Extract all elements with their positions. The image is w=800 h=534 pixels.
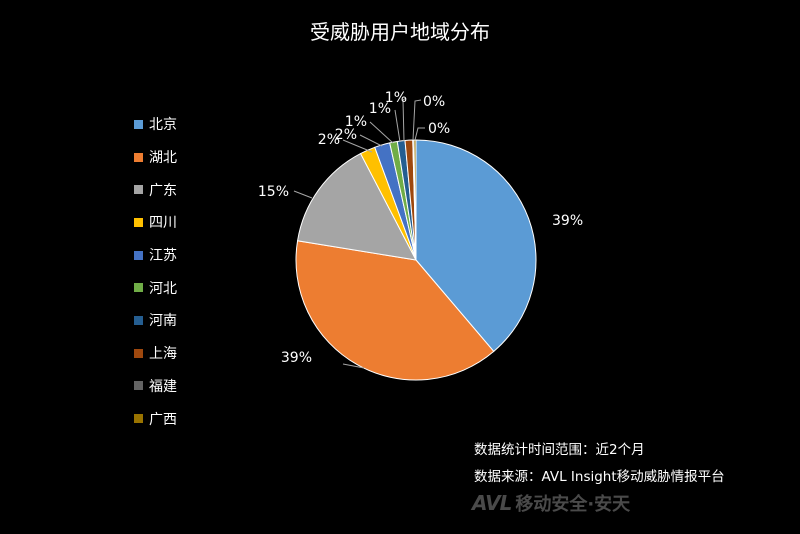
leader-line (359, 134, 383, 147)
leader-line (412, 99, 422, 141)
pie-slice (295, 240, 495, 381)
data-label: 1% (385, 90, 407, 106)
legend-item: 上海 (134, 337, 254, 370)
watermark: AVL 移动安全·安天 (472, 490, 630, 516)
watermark-text: 移动安全·安天 (515, 494, 631, 515)
legend-label: 广东 (149, 182, 177, 199)
legend-item: 广西 (134, 402, 254, 435)
leader-line (369, 121, 394, 144)
leader-line (394, 109, 401, 143)
leader-line (342, 139, 373, 153)
legend-swatch (134, 217, 143, 227)
source-note: 数据来源：AVL Insight移动威胁情报平台 (474, 469, 725, 485)
legend-swatch (134, 119, 143, 129)
legend-label: 江苏 (149, 248, 177, 265)
legend-label: 湖北 (149, 150, 177, 167)
legend: 北京湖北广东四川江苏河北河南上海福建广西 (134, 108, 254, 435)
legend-label: 上海 (149, 346, 177, 363)
data-label: 0% (423, 94, 445, 110)
legend-swatch (134, 348, 143, 358)
legend-swatch (134, 414, 143, 424)
legend-item: 广东 (134, 173, 254, 206)
data-label: 15% (258, 184, 289, 200)
data-label: 1% (369, 101, 391, 117)
legend-label: 福建 (149, 378, 177, 395)
legend-item: 北京 (134, 108, 254, 141)
period-note: 数据统计时间范围：近2个月 (474, 442, 645, 458)
legend-swatch (134, 250, 143, 260)
pie-slice (415, 139, 537, 353)
legend-item: 湖北 (134, 141, 254, 174)
data-label: 2% (335, 127, 357, 143)
legend-label: 广西 (149, 411, 177, 428)
legend-swatch (134, 185, 143, 195)
legend-item: 四川 (134, 206, 254, 239)
leader-line (342, 363, 365, 369)
data-label: 39% (281, 350, 312, 366)
legend-label: 河南 (149, 313, 177, 330)
data-label: 0% (428, 121, 450, 137)
legend-item: 河南 (134, 304, 254, 337)
legend-item: 河北 (134, 271, 254, 304)
pie-slice (296, 152, 417, 261)
legend-item: 江苏 (134, 239, 254, 272)
leader-line (293, 190, 313, 199)
data-label: 39% (552, 213, 583, 229)
legend-swatch (134, 315, 143, 325)
watermark-logo: AVL (472, 491, 512, 515)
data-label: 1% (345, 114, 367, 130)
leader-line (414, 127, 425, 141)
data-label: 2% (318, 132, 340, 148)
legend-swatch (134, 283, 143, 293)
pie-slice (413, 139, 417, 261)
legend-swatch (134, 381, 143, 391)
legend-label: 河北 (149, 280, 177, 297)
legend-swatch (134, 152, 143, 162)
legend-item: 福建 (134, 370, 254, 403)
legend-label: 北京 (149, 117, 177, 134)
legend-label: 四川 (149, 215, 177, 232)
leader-line (402, 97, 407, 142)
chart-title: 受威胁用户地域分布 (310, 20, 490, 44)
